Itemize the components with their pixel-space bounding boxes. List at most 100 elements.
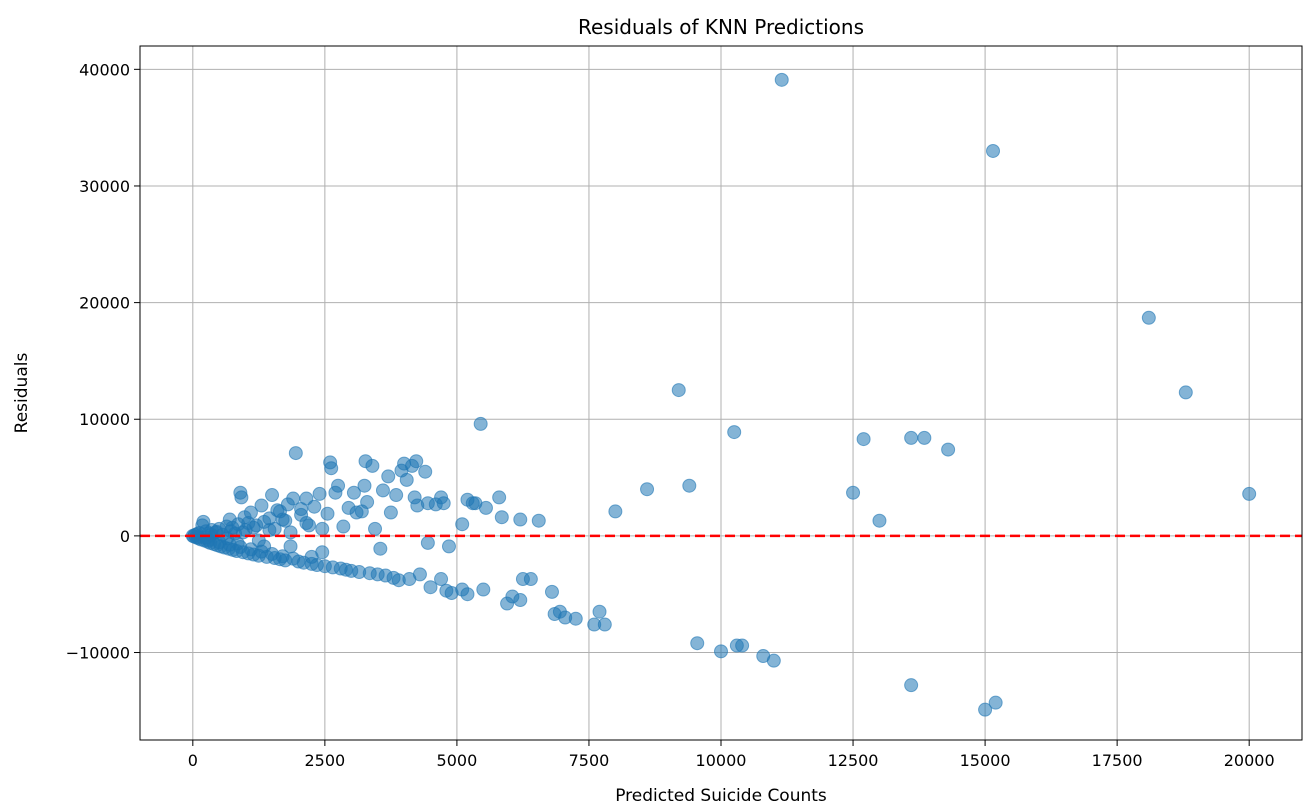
- grid-lines: [140, 46, 1302, 740]
- data-point: [544, 584, 559, 599]
- data-point: [299, 516, 314, 531]
- x-tick-label: 17500: [1092, 751, 1143, 770]
- x-tick-label: 5000: [437, 751, 478, 770]
- data-point: [304, 549, 319, 564]
- data-point: [523, 572, 538, 587]
- data-point: [288, 446, 303, 461]
- data-point: [294, 502, 309, 517]
- data-point: [1141, 310, 1156, 325]
- y-axis-label: Residuals: [12, 353, 32, 434]
- data-point: [315, 521, 330, 536]
- data-point: [409, 454, 424, 469]
- data-point: [234, 490, 249, 505]
- y-tick-label: 10000: [79, 410, 130, 429]
- data-point: [766, 653, 781, 668]
- data-point: [365, 458, 380, 473]
- data-point: [513, 593, 528, 608]
- data-point: [399, 472, 414, 487]
- y-tick-label: 0: [120, 527, 130, 546]
- y-tick-label: 40000: [79, 60, 130, 79]
- data-point: [774, 72, 789, 87]
- data-point: [389, 488, 404, 503]
- x-axis-label: Predicted Suicide Counts: [615, 786, 827, 806]
- data-point: [608, 504, 623, 519]
- data-point: [265, 488, 280, 503]
- data-point: [988, 695, 1003, 710]
- data-point: [420, 535, 435, 550]
- data-point: [597, 617, 612, 632]
- x-tick-label: 2500: [305, 751, 346, 770]
- data-point: [986, 143, 1001, 158]
- data-point: [418, 464, 433, 479]
- y-tick-label: 30000: [79, 177, 130, 196]
- data-point: [513, 512, 528, 527]
- data-point: [312, 486, 327, 501]
- y-axis-ticks: −10000 0 10000 20000 30000 40000: [66, 60, 140, 663]
- data-point: [423, 580, 438, 595]
- data-point: [494, 510, 509, 525]
- data-point: [441, 539, 456, 554]
- data-point: [640, 482, 655, 497]
- data-point: [568, 611, 583, 626]
- data-point: [257, 539, 272, 554]
- data-point: [262, 511, 277, 526]
- data-point: [336, 519, 351, 534]
- data-point: [230, 536, 245, 551]
- data-point: [368, 521, 383, 536]
- data-point: [671, 383, 686, 398]
- data-point: [473, 416, 488, 431]
- x-tick-label: 0: [188, 751, 198, 770]
- data-point: [320, 506, 335, 521]
- data-point: [904, 678, 919, 693]
- data-point: [460, 587, 475, 602]
- data-point: [455, 517, 470, 532]
- data-point: [735, 638, 750, 653]
- data-point: [941, 442, 956, 457]
- data-points: [185, 72, 1257, 717]
- data-point: [324, 461, 339, 476]
- data-point: [199, 530, 214, 545]
- data-point: [331, 478, 346, 493]
- y-tick-label: −10000: [66, 644, 130, 663]
- data-point: [1242, 486, 1257, 501]
- data-point: [592, 604, 607, 619]
- data-point: [286, 551, 301, 566]
- data-point: [917, 430, 932, 445]
- chart-title: Residuals of KNN Predictions: [578, 15, 864, 39]
- data-point: [412, 567, 427, 582]
- data-point: [978, 702, 993, 717]
- data-point: [856, 432, 871, 447]
- x-tick-label: 10000: [696, 751, 747, 770]
- y-tick-label: 20000: [79, 294, 130, 313]
- x-axis-ticks: 0 2500 5000 7500 10000 12500 15000 17500 20000: [188, 740, 1275, 770]
- data-point: [375, 483, 390, 498]
- data-point: [254, 498, 269, 513]
- data-point: [307, 499, 322, 514]
- data-point: [682, 478, 697, 493]
- data-point: [1178, 385, 1193, 400]
- x-tick-label: 12500: [828, 751, 879, 770]
- data-point: [531, 513, 546, 528]
- data-point: [346, 485, 361, 500]
- data-point: [434, 572, 449, 587]
- data-point: [492, 490, 507, 505]
- data-point: [846, 485, 861, 500]
- data-point: [246, 520, 261, 535]
- data-point: [283, 539, 298, 554]
- data-point: [357, 478, 372, 493]
- data-point: [904, 430, 919, 445]
- data-point: [714, 644, 728, 659]
- data-point: [278, 513, 293, 528]
- x-tick-label: 15000: [960, 751, 1011, 770]
- data-point: [436, 496, 451, 511]
- data-point: [225, 520, 240, 535]
- data-point: [727, 425, 742, 440]
- x-tick-label: 20000: [1224, 751, 1275, 770]
- data-point: [872, 513, 887, 528]
- data-point: [360, 495, 375, 510]
- data-point: [690, 636, 705, 651]
- data-point: [381, 469, 396, 484]
- data-point: [476, 582, 491, 597]
